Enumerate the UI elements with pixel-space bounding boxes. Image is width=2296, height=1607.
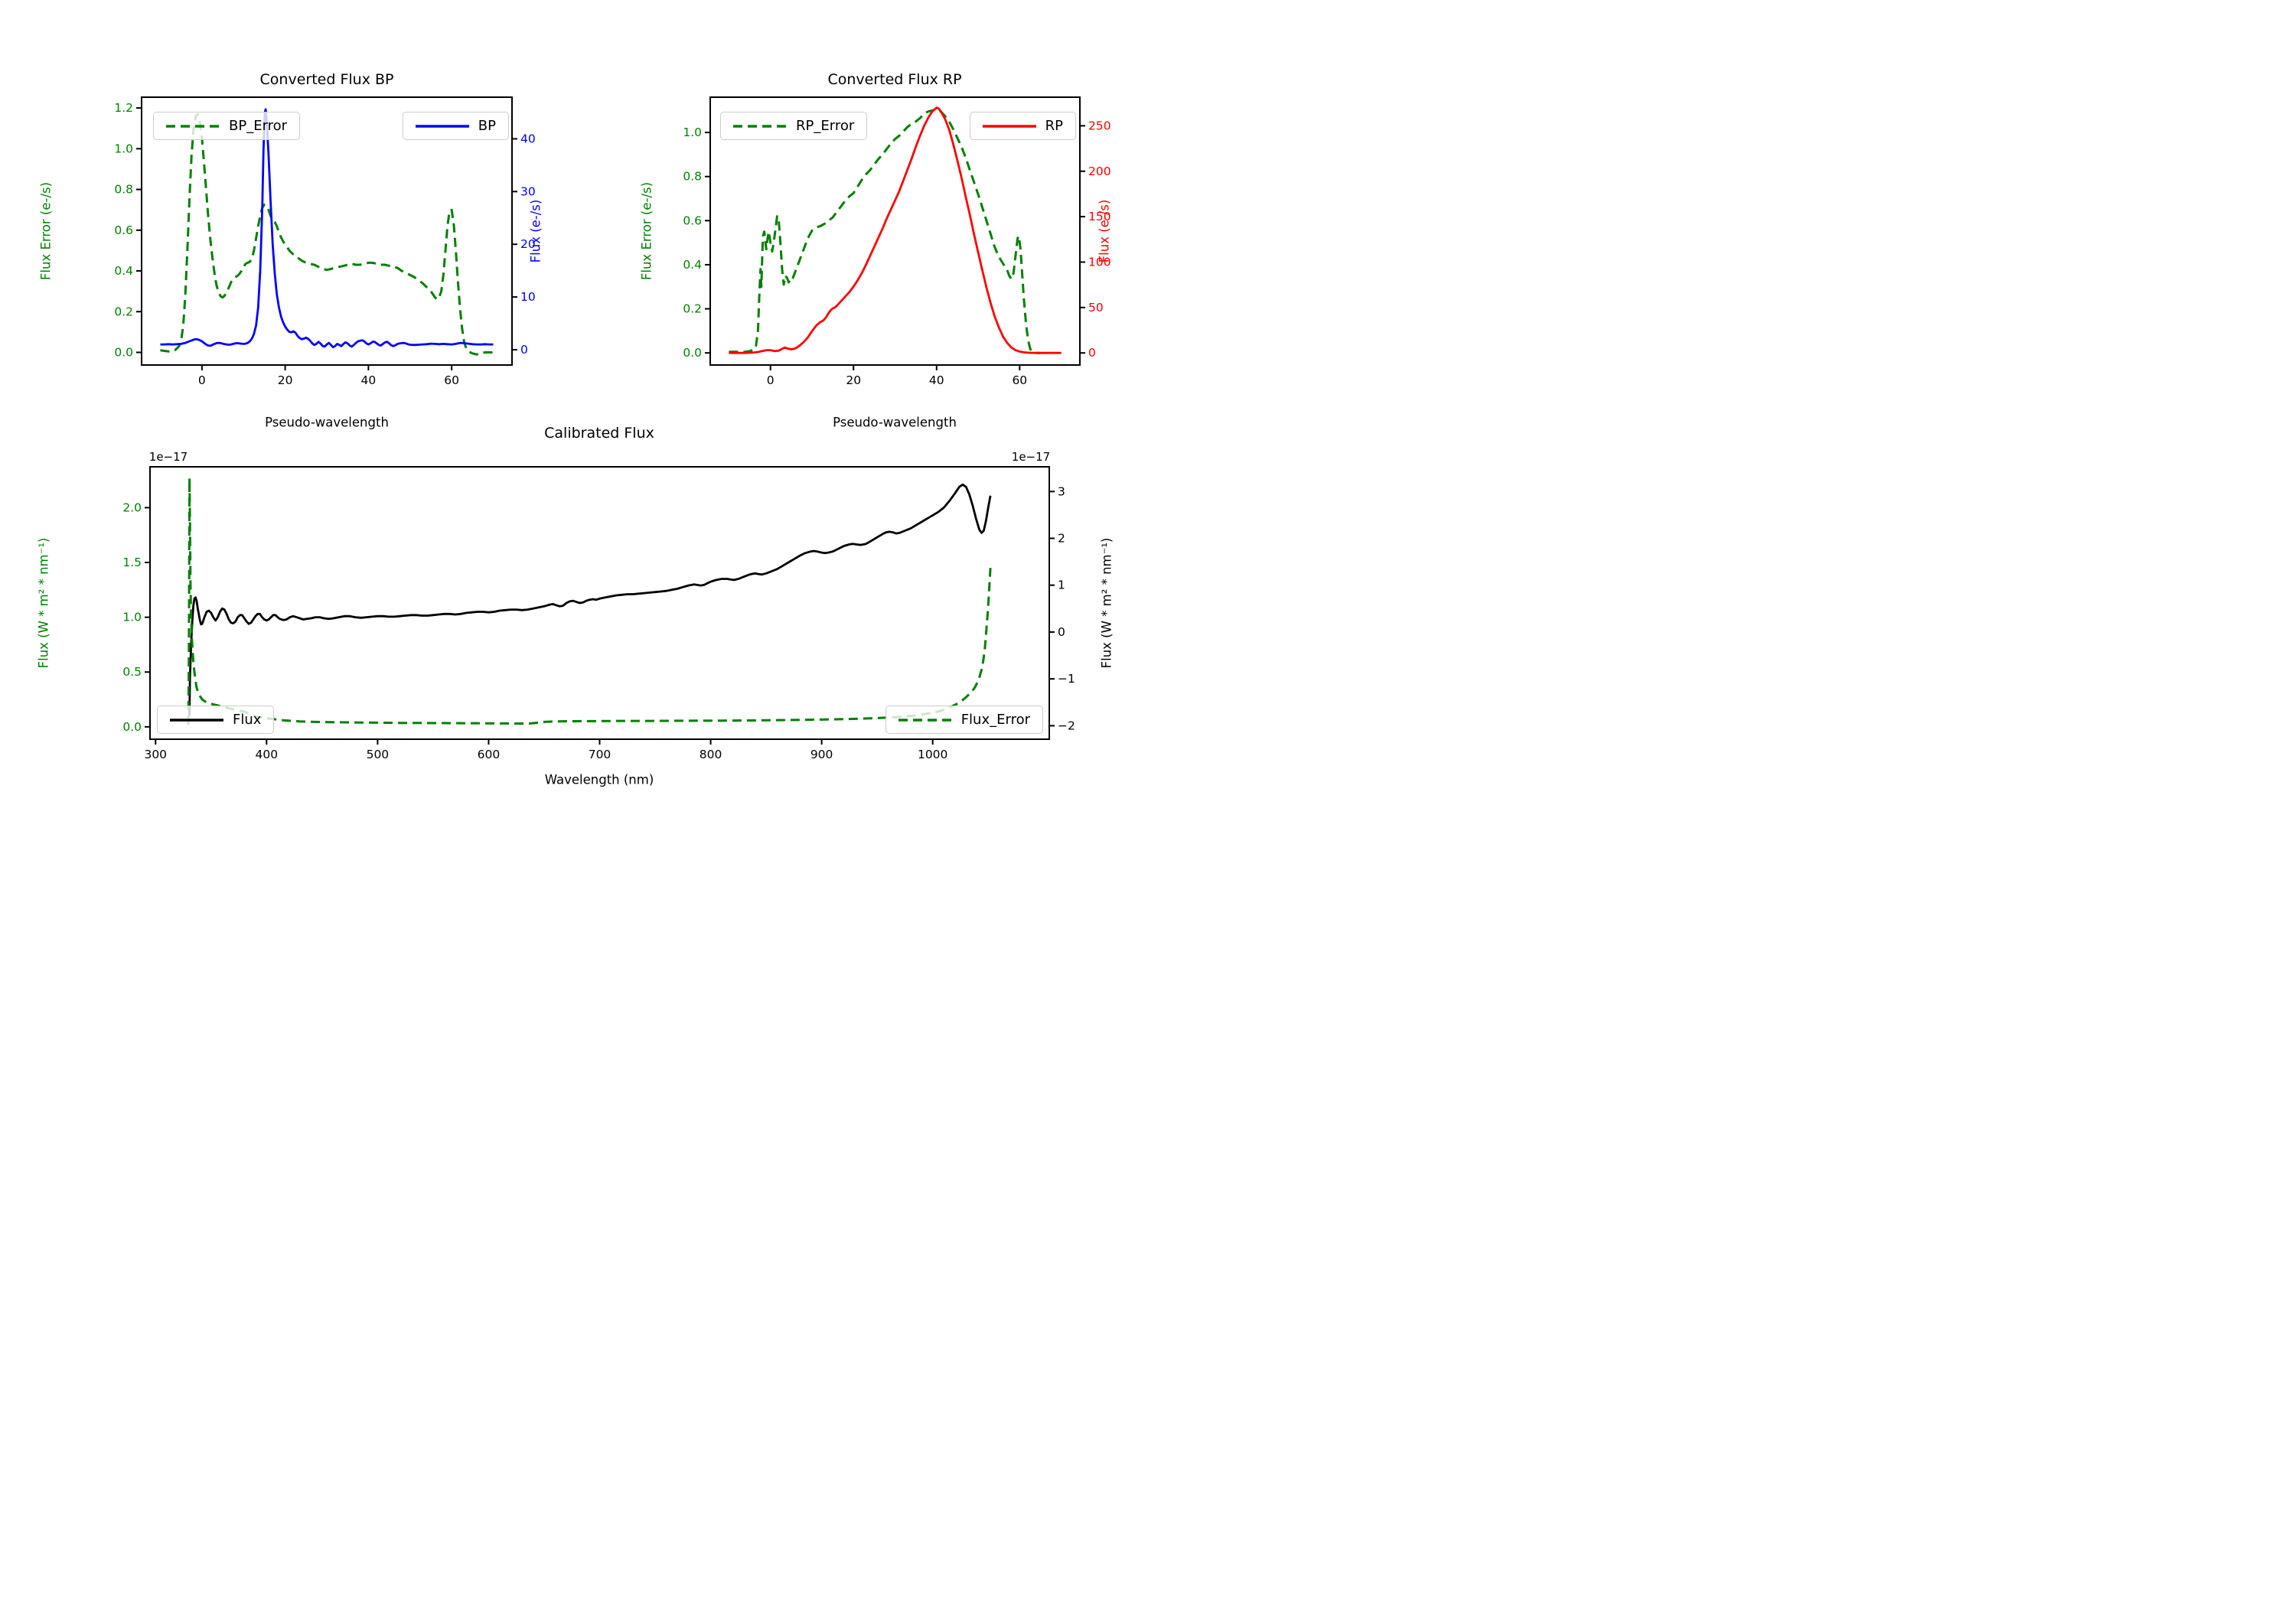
x-tick-label: 900 — [810, 748, 833, 761]
legend-bp-error: BP_Error — [153, 112, 301, 140]
legend-label: Flux — [233, 712, 262, 728]
right-tick-label: 2 — [1058, 531, 1065, 545]
right-tick-label: 20 — [520, 237, 536, 251]
x-tick-label: 0 — [767, 373, 775, 387]
legend-rp: RP — [969, 112, 1076, 140]
legend-dashed-line-icon — [166, 124, 220, 128]
legend-label: RP — [1045, 118, 1063, 134]
x-tick-label: 600 — [478, 748, 501, 761]
legend-label: Flux_Error — [960, 712, 1030, 728]
x-tick-label: 60 — [1012, 373, 1027, 387]
right-tick-label: 250 — [1088, 119, 1111, 132]
x-tick-label: 20 — [278, 373, 293, 387]
left-tick-label: 0.6 — [114, 223, 133, 237]
left-tick-label: 2.0 — [122, 500, 142, 514]
ylabel-bp-error: Flux Error (e-/s) — [38, 181, 54, 281]
left-tick-label: 0.8 — [114, 183, 133, 197]
right-tick-label: 30 — [520, 184, 536, 198]
matplotlib-figure: 0 20 40 60 0.0 0.2 0.4 0.6 0.8 1.0 1.2 0 10 20 30 40 0 20… — [0, 0, 1148, 804]
left-tick-label: 1.0 — [122, 611, 142, 624]
subplot-2: 300 400 500 600 700 800 900 1000 0.0 0.5 1.0 1.5 2.0… — [122, 466, 1075, 761]
ylabel-rp-flux: Flux (e-/s) — [1097, 199, 1112, 263]
left-tick-label: 1.0 — [114, 142, 133, 155]
left-tick-label: 0.2 — [114, 305, 133, 318]
legend-label: BP — [478, 118, 496, 134]
subplot-title-bp: Converted Flux BP — [259, 71, 394, 88]
xlabel-bp: Pseudo-wavelength — [265, 415, 389, 430]
axes-frame — [141, 96, 513, 366]
series-line-RP — [729, 106, 1062, 354]
ylabel-rp-error: Flux Error (e-/s) — [639, 181, 654, 281]
left-tick-label: 1.0 — [683, 125, 702, 139]
legend-flux-error: Flux_Error — [885, 706, 1043, 734]
right-tick-label: 10 — [520, 290, 536, 304]
x-tick-label: 800 — [700, 748, 722, 761]
x-tick-label: 60 — [444, 373, 459, 387]
axes-frame — [709, 96, 1081, 366]
series-line-BP_Error — [160, 112, 494, 356]
left-tick-label: 1.5 — [122, 556, 142, 569]
left-tick-label: 0.8 — [683, 170, 702, 184]
right-tick-label: 3 — [1058, 484, 1065, 498]
x-tick-label: 40 — [361, 373, 377, 387]
right-tick-label: 0 — [520, 343, 528, 357]
right-tick-label: 150 — [1088, 210, 1111, 223]
right-tick-label: 200 — [1088, 165, 1111, 178]
left-tick-label: 0.6 — [683, 214, 702, 227]
series-line-RP_Error — [729, 108, 1041, 354]
left-tick-label: 0.5 — [122, 665, 142, 679]
left-tick-label: 0.4 — [114, 264, 133, 278]
x-tick-label: 400 — [256, 748, 279, 761]
left-tick-label: 0.2 — [683, 302, 702, 316]
right-tick-label: 0 — [1058, 625, 1065, 639]
right-tick-label: 0 — [1088, 346, 1096, 360]
legend-rp-error: RP_Error — [720, 112, 868, 140]
offset-text-left: 1e−17 — [148, 450, 188, 464]
legend-solid-line-icon — [982, 124, 1036, 128]
subplot-title-calibrated: Calibrated Flux — [544, 425, 654, 442]
x-tick-label: 500 — [367, 748, 390, 761]
xlabel-calibrated: Wavelength (nm) — [544, 772, 654, 787]
right-tick-label: −2 — [1058, 719, 1075, 732]
series-line-Flux_Error — [187, 477, 992, 725]
x-tick-label: 1000 — [918, 748, 947, 761]
x-tick-label: 40 — [929, 373, 944, 387]
x-tick-label: 20 — [846, 373, 861, 387]
right-tick-label: 100 — [1088, 255, 1111, 269]
x-tick-label: 0 — [198, 373, 206, 387]
ylabel-calflux-left: Flux (W * m² * nm⁻¹) — [36, 537, 51, 669]
right-tick-label: −1 — [1058, 672, 1075, 686]
subplot-1: 0 20 40 60 0.0 0.2 0.4 0.6 0.8 1.0 0 50 100 150 200 250 — [683, 96, 1111, 387]
legend-bp: BP — [402, 112, 509, 140]
offset-text-right: 1e−17 — [1011, 450, 1051, 464]
legend-dashed-line-icon — [733, 124, 787, 128]
ylabel-calflux-right: Flux (W * m² * nm⁻¹) — [1099, 537, 1114, 669]
left-tick-label: 1.2 — [114, 101, 133, 115]
left-tick-label: 0.0 — [114, 345, 133, 359]
xlabel-rp: Pseudo-wavelength — [833, 415, 957, 430]
right-tick-label: 50 — [1088, 301, 1104, 315]
x-tick-label: 300 — [144, 748, 167, 761]
series-line-Flux — [188, 483, 992, 716]
axes-frame — [149, 466, 1050, 740]
x-tick-label: 700 — [589, 748, 612, 761]
legend-flux: Flux — [157, 706, 275, 734]
legend-solid-line-icon — [170, 718, 223, 722]
subplot-0: 0 20 40 60 0.0 0.2 0.4 0.6 0.8 1.0 1.2 0 10 20 30 40 — [114, 96, 536, 387]
legend-dashed-line-icon — [898, 718, 952, 722]
left-tick-label: 0.0 — [683, 346, 702, 360]
ylabel-bp-flux: Flux (e-/s) — [528, 199, 543, 263]
legend-solid-line-icon — [415, 124, 469, 128]
left-tick-label: 0.0 — [122, 720, 142, 734]
legend-label: BP_Error — [229, 118, 288, 134]
right-tick-label: 1 — [1058, 579, 1065, 592]
right-tick-label: 40 — [520, 132, 536, 145]
series-line-BP — [160, 108, 494, 348]
left-tick-label: 0.4 — [683, 258, 702, 272]
legend-label: RP_Error — [796, 118, 855, 134]
subplot-title-rp: Converted Flux RP — [827, 71, 962, 88]
